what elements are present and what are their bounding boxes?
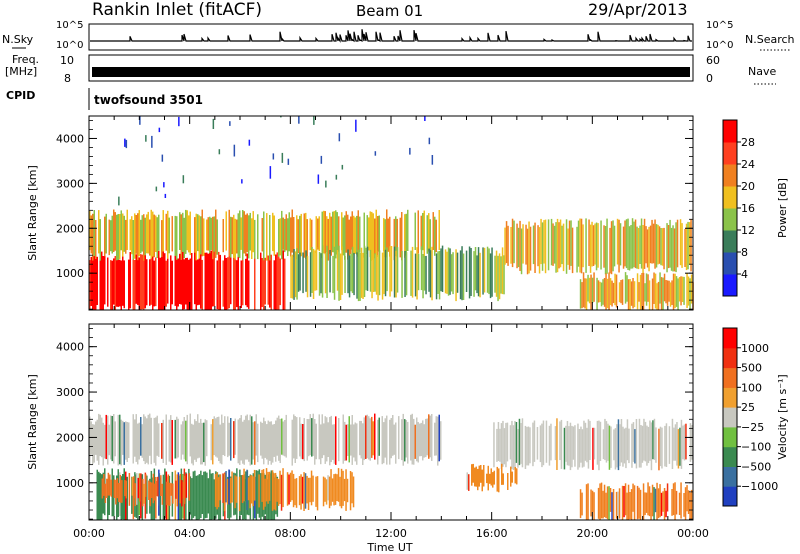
beam-label: Beam 01 [356,2,423,20]
vel-band-6 [579,482,693,520]
nsky-tick-bottom: 10^0 [56,40,83,51]
vel-colorbar-tick: 500 [741,362,762,375]
vel-colorbar-tick: 100 [741,381,762,394]
power-band-1 [89,209,440,261]
xtick-label: 16:00 [476,527,508,540]
power-band-2 [290,245,505,302]
vel-colorbar: 1000 500 100 25 −25 −100 −500 −1000 Velocity [m … [722,327,789,507]
vel-colorbar-label: Velocity [m s⁻¹] [776,374,789,459]
power-colorbar-tick: 8 [741,246,748,259]
vel-colorbar-tick: 1000 [741,342,769,355]
vel-colorbar-tick: −1000 [741,480,778,493]
nsearch-tick-bottom: 10^0 [706,40,733,51]
xtick-label: 20:00 [576,527,608,540]
vel-band-3 [101,472,191,507]
power-ytick-label: 1000 [56,267,84,280]
vel-colorbar-tick: 25 [741,401,755,414]
nsearch-label: N.Search [745,33,795,46]
freq-label: Freq. [12,53,39,66]
cpid-value: twofsound 3501 [94,93,203,107]
power-band-3 [504,218,692,275]
vel-band-4 [214,468,355,512]
station-title: Rankin Inlet (fitACF) [92,0,262,20]
freq-tick-top: 10 [60,54,74,67]
vel-band-0 [89,413,442,466]
power-band-0 [89,249,286,310]
cpid-panel: CPID twofsound 3501 [6,88,203,110]
xaxis-label: Time UT [366,541,412,554]
cpid-label: CPID [6,89,35,102]
nsky-label: N.Sky [2,33,34,46]
power-band-4 [579,272,694,310]
nsky-tick-top: 10^5 [56,20,83,31]
xtick-label: 00:00 [677,527,709,540]
freq-panel: Freq. [MHz] 10 8 60 0 Nave [5,53,776,85]
power-ytick-label: 2000 [56,222,84,235]
vel-ytick-label: 4000 [56,341,84,354]
xtick-label: 08:00 [274,527,306,540]
xtick-label: 12:00 [375,527,407,540]
nsky-trace [90,29,692,43]
nave-label: Nave [748,65,776,78]
freq-tick-bottom: 8 [64,72,71,85]
vel-colorbar-tick: −25 [741,421,764,434]
power-panel: 1000 2000 3000 4000 Slant Range [km] 4 8 12 16 20… [26,115,789,311]
vel-colorbar-tick: −100 [741,441,771,454]
vel-colorbar-tick: −500 [741,460,771,473]
power-ytick-label: 4000 [56,132,84,145]
freq-trace [92,67,690,77]
power-scatter-data [89,116,694,310]
xtick-label: 04:00 [174,527,206,540]
vel-ylabel: Slant Range [km] [26,374,39,470]
vel-band-5 [466,463,518,493]
power-colorbar-label: Power [dB] [776,178,789,238]
power-ylabel: Slant Range [km] [26,165,39,261]
power-colorbar-tick: 16 [741,202,755,215]
nsearch-tick-top: 10^5 [706,20,733,31]
vel-ytick-label: 1000 [56,477,84,490]
power-band-5 [118,116,434,206]
power-ytick-label: 3000 [56,177,84,190]
vel-ytick-label: 3000 [56,386,84,399]
date-label: 29/Apr/2013 [588,0,688,19]
power-colorbar-tick: 24 [741,158,755,171]
nave-tick-bottom: 0 [706,72,713,85]
vel-scatter-data [89,413,693,520]
nsky-panel: N.Sky 10^5 10^0 10^5 10^0 N.Search [2,20,795,51]
power-colorbar-tick: 28 [741,136,755,149]
power-colorbar-tick: 12 [741,224,755,237]
vel-band-1 [493,418,693,471]
power-colorbar: 4 8 12 16 20 24 28 Power [dB] [722,119,789,297]
power-colorbar-tick: 20 [741,180,755,193]
vel-ytick-label: 2000 [56,431,84,444]
nave-tick-top: 60 [706,54,720,67]
freq-unit: [MHz] [5,65,37,78]
xtick-label: 00:00 [73,527,105,540]
power-colorbar-tick: 4 [741,268,748,281]
